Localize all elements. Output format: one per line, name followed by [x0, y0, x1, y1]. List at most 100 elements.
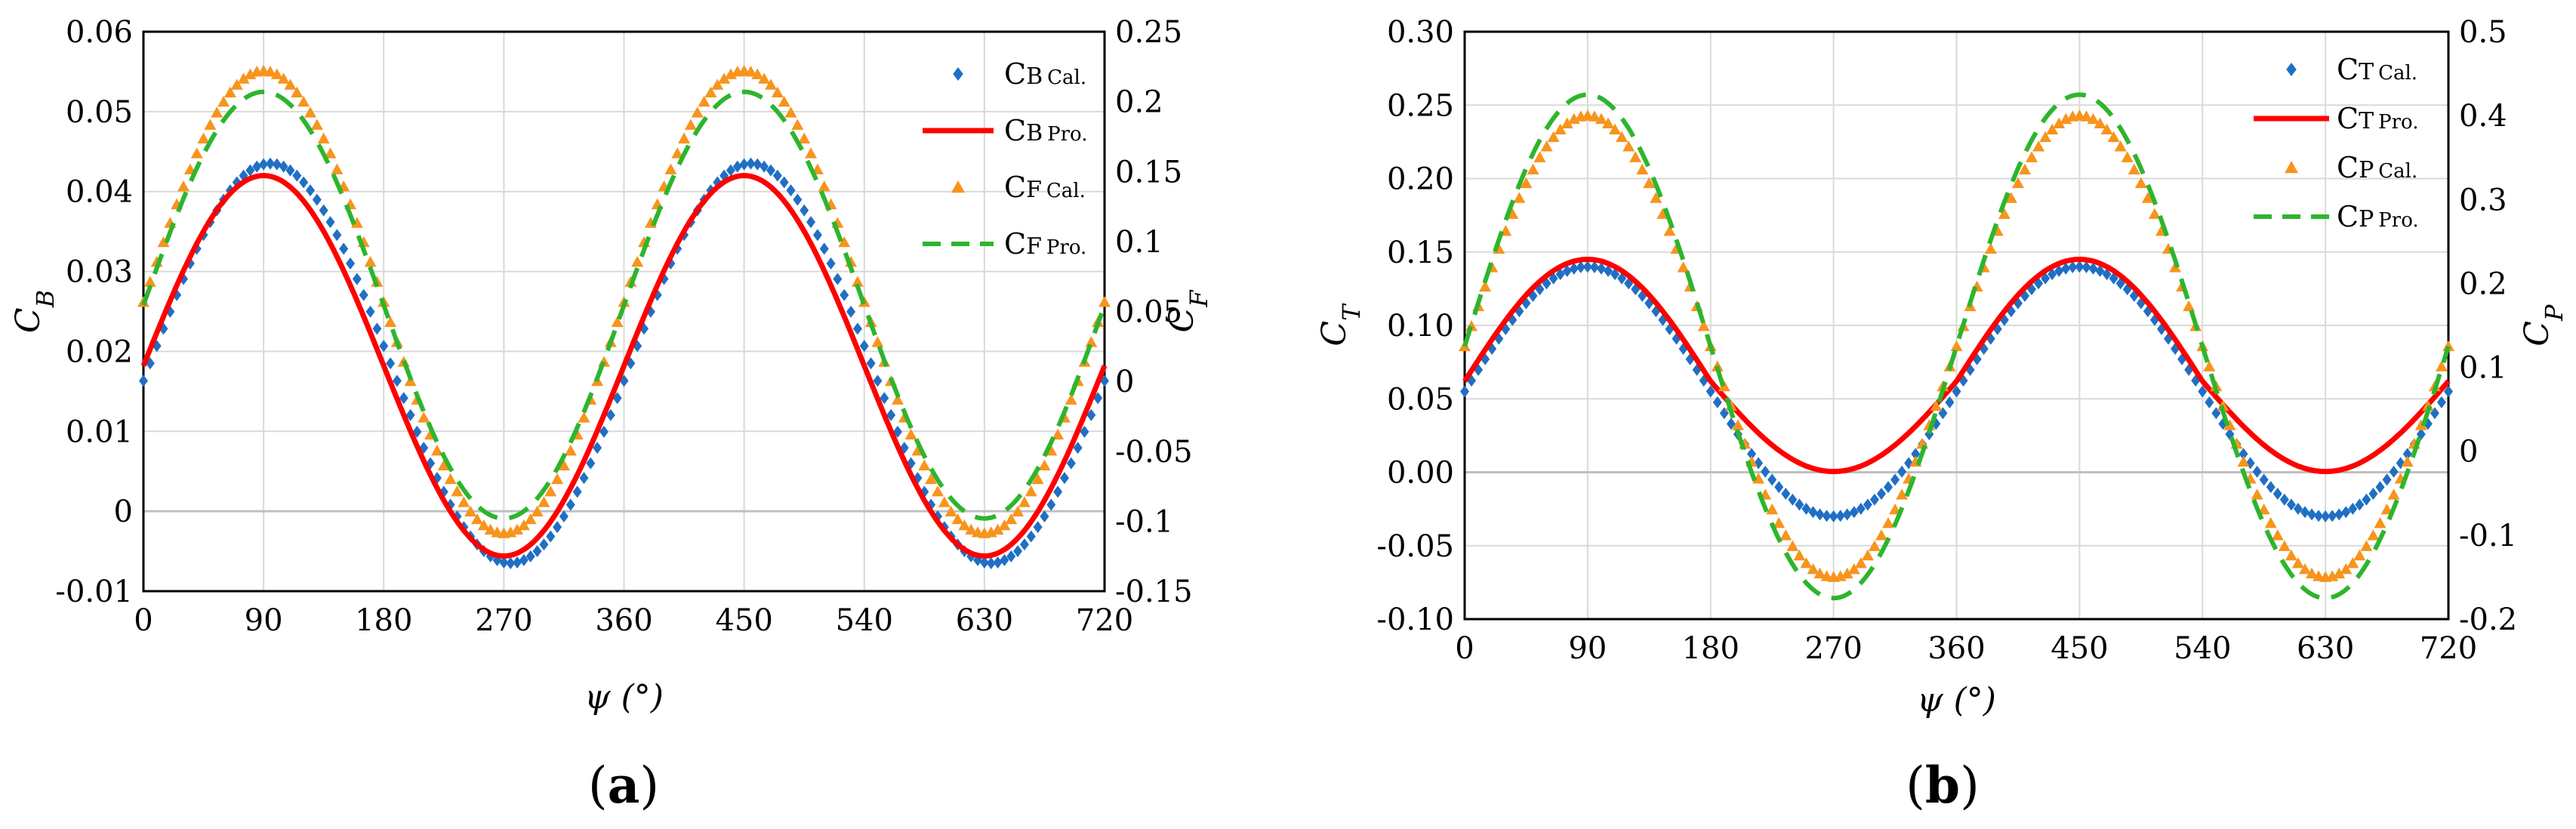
data-point [1847, 563, 1860, 575]
data-point [1610, 268, 1620, 281]
data-point [346, 257, 356, 270]
data-point [277, 72, 290, 84]
panel-label: (b) [1906, 756, 1980, 815]
data-point [1896, 488, 1909, 500]
data-point [284, 79, 297, 90]
data-point [1663, 224, 1676, 236]
data-point [2306, 567, 2319, 579]
legend-label: CF Pro. [1004, 227, 1086, 260]
x-tick-label: 90 [245, 603, 283, 638]
data-point [1589, 260, 1599, 273]
legend-swatch [951, 180, 965, 193]
x-tick-label: 270 [1804, 631, 1862, 666]
data-point [437, 459, 450, 471]
data-point [1643, 177, 1656, 189]
data-point [2401, 455, 2414, 467]
x-tick-label: 450 [715, 603, 772, 638]
data-point [579, 472, 589, 485]
data-point [2387, 488, 2400, 500]
data-point [1540, 140, 1553, 152]
data-point [2382, 473, 2392, 486]
data-point [684, 119, 697, 130]
x-tick-label: 0 [1455, 631, 1474, 666]
data-point [2293, 502, 2303, 515]
data-point [691, 106, 704, 118]
data-point [379, 340, 389, 353]
legend-label: CB Pro. [1004, 114, 1088, 147]
data-point [525, 550, 535, 562]
data-point [991, 523, 1004, 535]
data-point [217, 95, 230, 107]
data-point [551, 473, 564, 485]
y-left-tick-label: 0.15 [1387, 236, 1454, 270]
data-point [698, 95, 710, 107]
legend-swatch [953, 67, 963, 81]
data-point [1616, 131, 1628, 143]
data-point [1527, 163, 1539, 175]
data-point [2100, 123, 2113, 134]
y-left-tick-label: 0.02 [66, 334, 133, 369]
data-point [1533, 151, 1546, 162]
data-point [732, 160, 742, 173]
data-point [1046, 498, 1056, 511]
x-tick-label: 360 [1927, 631, 1985, 666]
data-point [739, 158, 749, 171]
data-point [1813, 567, 1826, 579]
data-point [1998, 208, 2011, 219]
y-left-tick-label: 0.00 [1387, 456, 1454, 491]
data-point [1547, 131, 1560, 143]
data-point [2346, 556, 2359, 569]
data-point [2340, 563, 2353, 575]
data-point [304, 106, 317, 118]
data-point [1650, 192, 1662, 203]
data-point [399, 392, 408, 405]
data-point [430, 444, 443, 456]
data-point [1747, 448, 1757, 461]
data-point [157, 236, 170, 248]
data-point [2223, 419, 2236, 430]
data-point [1795, 498, 1804, 511]
data-point [2128, 163, 2140, 175]
data-point [586, 457, 596, 470]
data-point [265, 157, 275, 170]
data-point [838, 236, 851, 248]
y-left-axis-title: CT [1315, 303, 1366, 347]
data-point [2389, 465, 2399, 478]
data-point [812, 229, 822, 242]
series-ct-pro- [1462, 256, 2451, 475]
y-left-axis-title: CB [9, 290, 60, 333]
data-point [1773, 516, 1786, 529]
data-point [310, 119, 323, 130]
legend-item: CT Cal. [2286, 53, 2417, 86]
data-point [2271, 529, 2284, 541]
data-point [2068, 260, 2078, 273]
data-point [1038, 459, 1051, 471]
data-point [1555, 268, 1565, 281]
data-point [2272, 487, 2282, 500]
data-point [519, 553, 528, 566]
data-point [1849, 506, 1859, 519]
data-point [564, 444, 577, 456]
y-right-axis-title: CF [1163, 289, 1213, 333]
data-point [986, 556, 996, 569]
data-point [1890, 473, 1900, 486]
x-tick-label: 630 [956, 603, 1013, 638]
data-point [511, 523, 524, 535]
data-point [886, 408, 896, 421]
data-point [499, 556, 509, 569]
data-point [2368, 487, 2378, 500]
y-right-tick-label: 0.5 [2459, 15, 2507, 50]
data-point [925, 473, 938, 485]
y-left-tick-label: 0.10 [1387, 309, 1454, 344]
data-point [1774, 481, 1784, 494]
data-point [718, 72, 731, 84]
data-point [1596, 262, 1606, 275]
legend-swatch [2286, 63, 2297, 76]
data-point [259, 158, 269, 171]
data-point [938, 496, 951, 507]
data-point [671, 147, 684, 159]
data-point [532, 544, 542, 557]
data-point [237, 72, 250, 84]
data-point [1025, 485, 1037, 497]
data-point [2321, 510, 2331, 522]
